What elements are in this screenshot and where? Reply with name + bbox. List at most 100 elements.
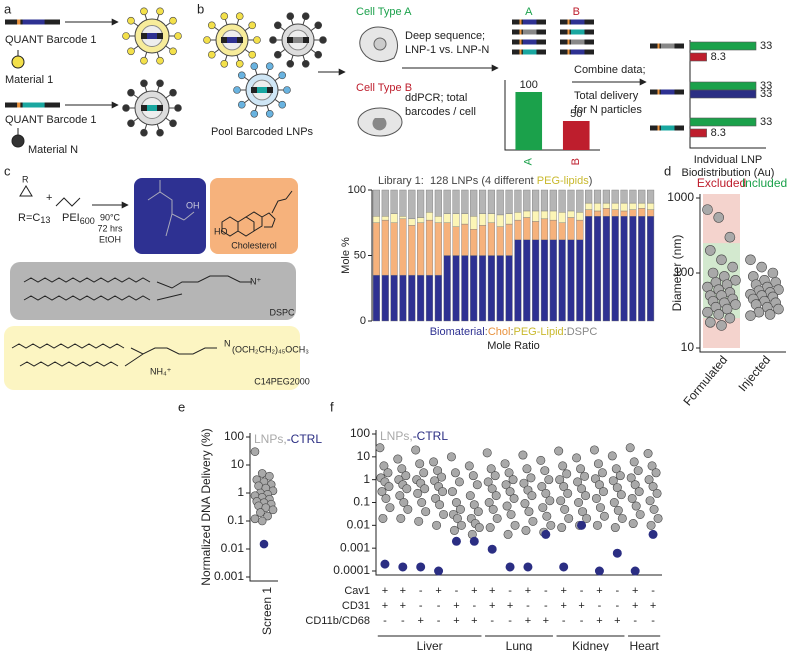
- bar-segment: [381, 219, 389, 276]
- legend-entry: -CTRL: [413, 429, 449, 443]
- bar-segment: [611, 209, 619, 217]
- panel-label: a: [4, 1, 12, 16]
- legend-entry: Chol: [488, 326, 511, 338]
- y-tick-label: 0.001: [340, 540, 370, 554]
- data-point: [767, 267, 779, 279]
- data-point: [472, 480, 482, 490]
- condition-sign: -: [615, 600, 619, 612]
- legend: Biomaterial:Chol:PEG-Lipid:DSPC: [430, 326, 598, 338]
- lnp-spike-head: [140, 56, 148, 65]
- bar-segment: [390, 274, 398, 322]
- legend-entry: DSPC: [567, 326, 598, 338]
- data-point: [644, 475, 654, 485]
- data-point: [452, 513, 462, 523]
- value-label: 100: [520, 79, 538, 91]
- condition-sign: +: [471, 615, 477, 627]
- bar-segment: [390, 213, 398, 223]
- bar-segment: [532, 210, 540, 222]
- bar: [689, 41, 757, 51]
- data-point: [713, 309, 725, 320]
- bar-segment: [567, 210, 575, 218]
- bar-segment: [478, 225, 487, 256]
- data-point: [707, 267, 719, 279]
- y-tick-label: 0: [360, 315, 366, 327]
- data-point: [451, 536, 461, 546]
- barcode-segment: [522, 29, 537, 35]
- bar-segment: [540, 189, 549, 212]
- material-label: Material N: [28, 144, 78, 156]
- data-point: [446, 452, 456, 462]
- data-point: [538, 503, 548, 513]
- data-point: [415, 459, 425, 469]
- data-point: [503, 529, 513, 539]
- data-point: [455, 504, 465, 514]
- data-point: [380, 559, 390, 569]
- barcode-segment: [567, 49, 570, 55]
- atom-label: PEI600: [62, 212, 95, 226]
- data-point: [456, 520, 466, 530]
- bar-segment: [593, 210, 602, 217]
- data-point: [508, 475, 518, 485]
- bar-segment: [452, 226, 460, 256]
- y-axis-label: Normalized DNA Delivery (%): [199, 428, 213, 585]
- lnp-spike-head: [169, 88, 177, 97]
- bar-segment: [620, 189, 628, 204]
- condition-sign: -: [633, 615, 637, 627]
- data-point: [609, 497, 619, 507]
- barcode-segment: [567, 29, 570, 35]
- bar-segment: [461, 213, 469, 225]
- bar-segment: [372, 274, 380, 322]
- bar-segment: [638, 202, 646, 209]
- condition-sign: +: [471, 585, 477, 597]
- data-point: [487, 484, 497, 494]
- plus: +: [46, 192, 52, 204]
- bar-segment: [496, 255, 504, 322]
- cell-nucleus: [372, 118, 387, 131]
- barcode-segment: [570, 49, 585, 55]
- material-icon: [11, 55, 25, 69]
- atom-label: NH₄⁺: [150, 366, 172, 376]
- y-tick-label: 0.01: [347, 518, 371, 532]
- bar-segment: [390, 222, 398, 276]
- data-point: [379, 461, 389, 471]
- y-tick-label: 0.01: [221, 541, 245, 555]
- bar-segment: [399, 189, 407, 217]
- data-point: [558, 461, 568, 471]
- lnp-spike-head: [140, 128, 148, 137]
- barcode-segment: [657, 125, 660, 131]
- y-tick-label: 100: [348, 184, 366, 196]
- data-point: [521, 525, 531, 535]
- y-tick-label: 0.001: [214, 569, 244, 583]
- data-point: [464, 461, 474, 471]
- bar-segment: [567, 217, 575, 240]
- bar-segment: [408, 274, 416, 322]
- subscript: 13: [40, 215, 50, 225]
- bar-segment: [399, 218, 407, 276]
- bar: [689, 128, 707, 138]
- step-label: Total delivery: [574, 90, 639, 102]
- lnp-spike-head: [286, 59, 295, 68]
- cell-label: Cell Type A: [356, 6, 412, 18]
- data-point: [651, 468, 661, 478]
- legend-entry: PEG-Lipid: [514, 326, 564, 338]
- lnp-spike-head: [237, 71, 246, 80]
- bar: [689, 81, 757, 91]
- barcode-segment: [519, 49, 522, 55]
- condition: 90°C: [100, 212, 121, 222]
- lnp-spike-head: [169, 47, 177, 56]
- bar-segment: [487, 255, 495, 322]
- data-point: [629, 457, 639, 467]
- epoxide: [19, 185, 33, 197]
- lnp-spike-head: [207, 21, 216, 30]
- dspc-structure: [23, 275, 252, 301]
- condition-sign: -: [383, 615, 387, 627]
- group-label: Liver: [417, 639, 443, 651]
- atom-label: OH: [186, 200, 200, 210]
- data-point: [591, 493, 601, 503]
- data-point: [537, 482, 547, 492]
- data-point: [610, 523, 620, 533]
- box-label: Cholesterol: [231, 240, 277, 250]
- data-point: [437, 472, 447, 482]
- legend-entry: -CTRL: [287, 432, 323, 446]
- lnp-spike-head: [314, 21, 323, 30]
